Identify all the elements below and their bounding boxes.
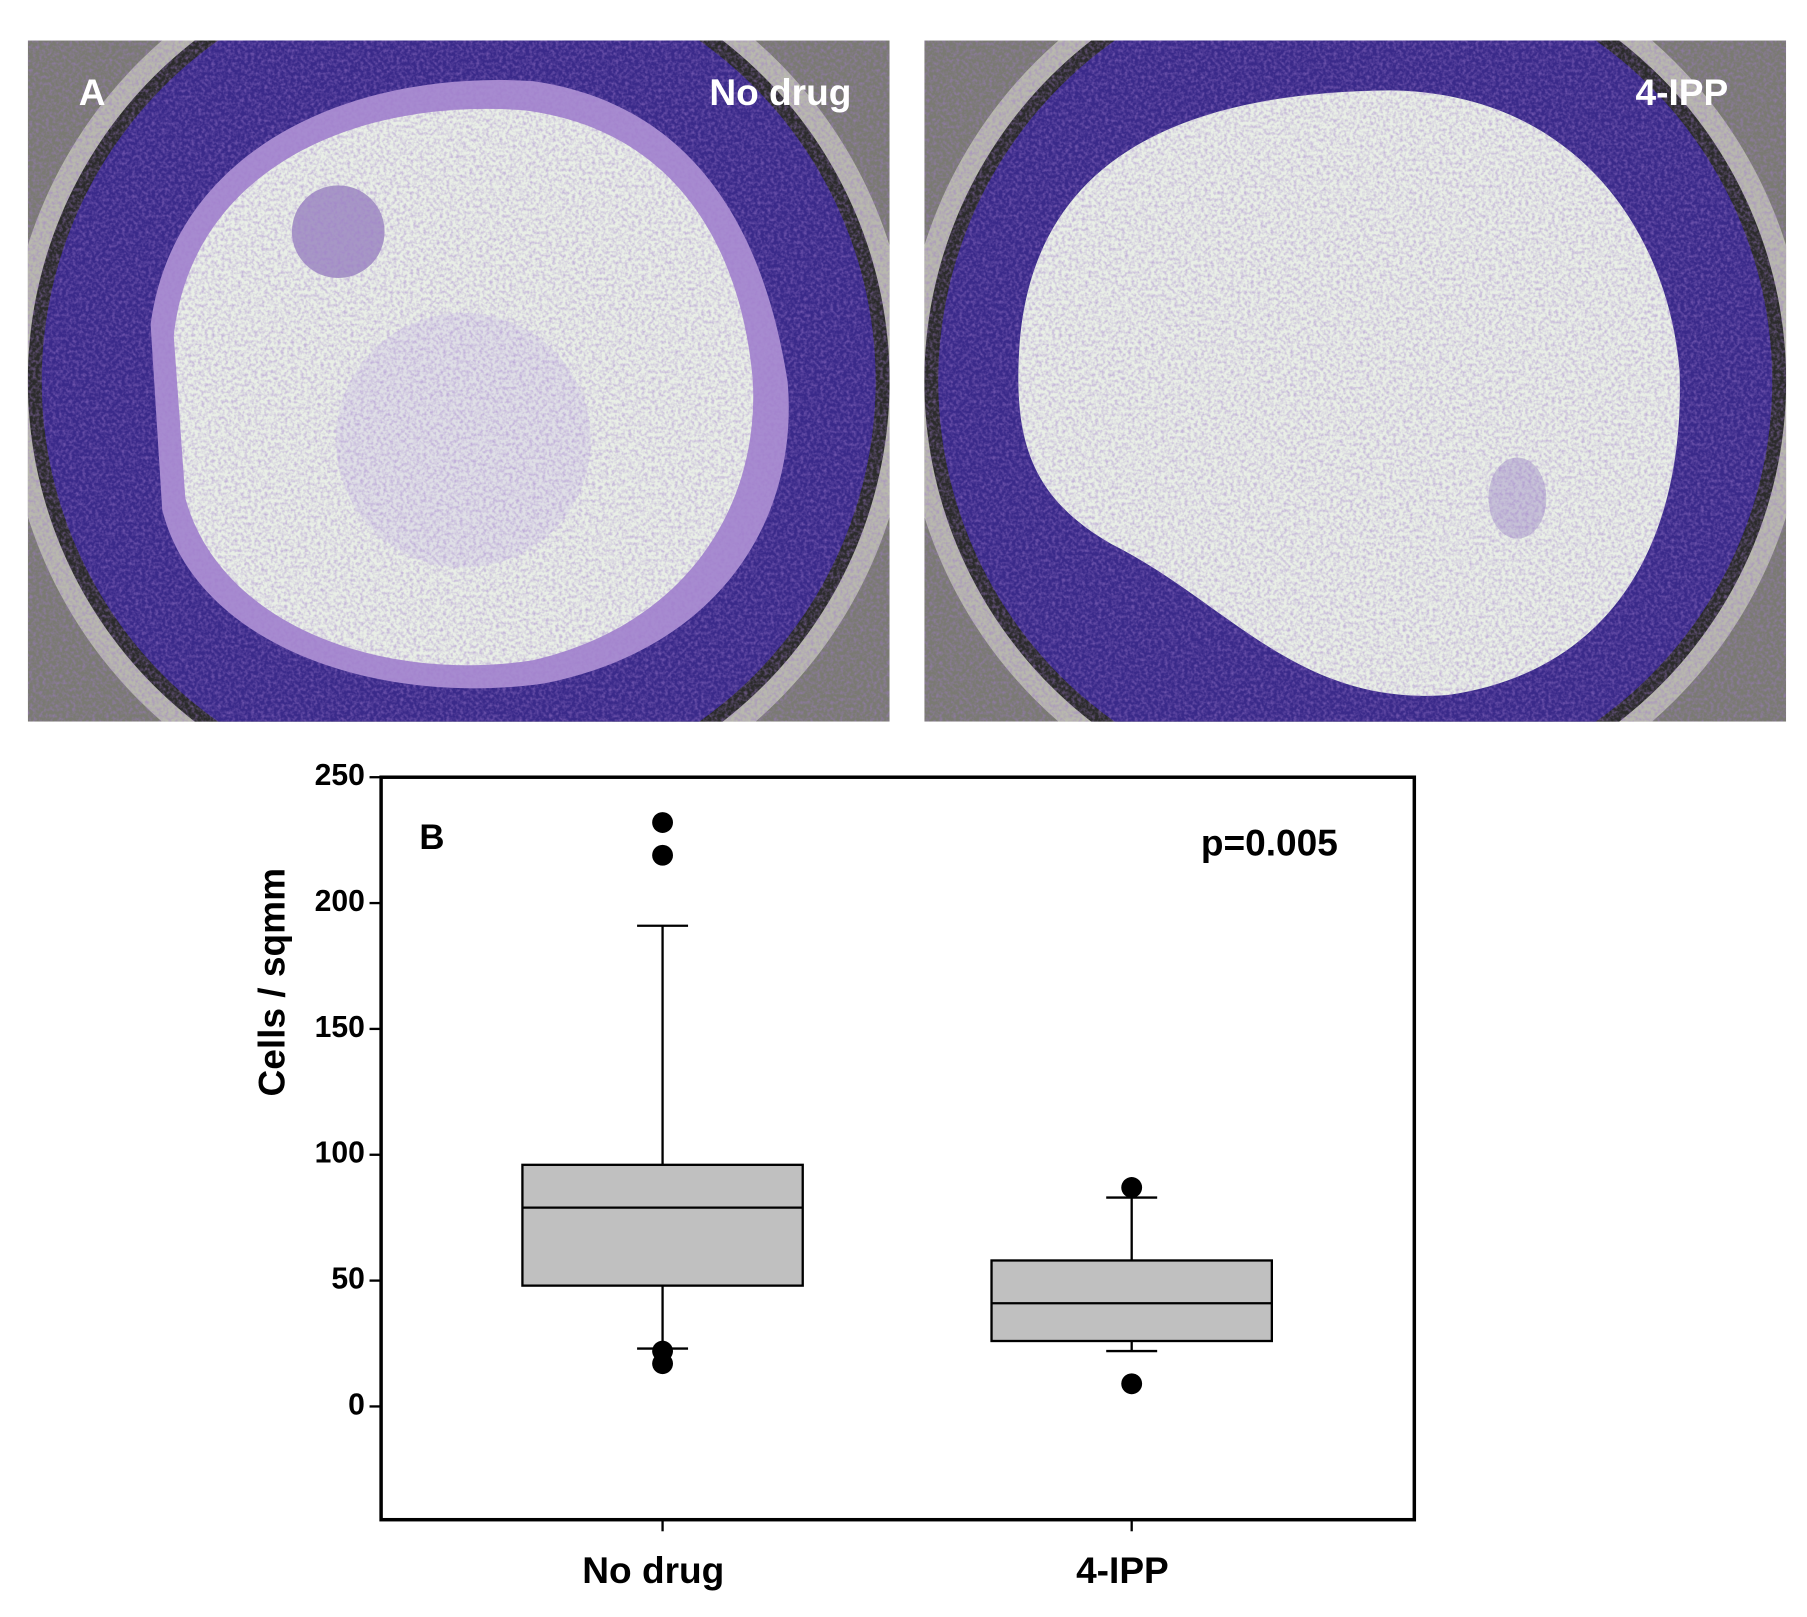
y-tick-label: 0 <box>348 1388 365 1421</box>
x-tick-label: 4-IPP <box>1076 1549 1169 1591</box>
y-tick-label: 150 <box>315 1011 365 1044</box>
outlier <box>1121 1373 1143 1395</box>
outlier <box>652 812 673 833</box>
y-tick-label: 50 <box>331 1263 365 1296</box>
annotation: p=0.005 <box>1201 821 1338 863</box>
outlier <box>652 844 673 866</box>
outlier <box>652 1353 673 1375</box>
box <box>521 1163 804 1287</box>
box <box>990 1259 1274 1343</box>
outlier <box>1121 1177 1143 1198</box>
x-tick-label: No drug <box>582 1549 724 1591</box>
plot: 0 50 100 150 200 250 No drug 4-IPP <box>315 759 1274 1591</box>
y-tick-label: 100 <box>315 1137 365 1170</box>
photo-4-ipp <box>924 40 1787 722</box>
panel-label: A <box>79 71 106 113</box>
y-tick-label: 200 <box>315 885 365 918</box>
y-axis-label: Cells / sqmm <box>250 868 292 1097</box>
panel-title: 4-IPP <box>1636 71 1729 113</box>
plot-frame <box>379 775 1417 1522</box>
photo-no-drug <box>27 40 890 722</box>
panel-label: B <box>419 819 444 857</box>
y-tick-label: 250 <box>315 759 365 792</box>
panel-title: No drug <box>709 71 851 113</box>
